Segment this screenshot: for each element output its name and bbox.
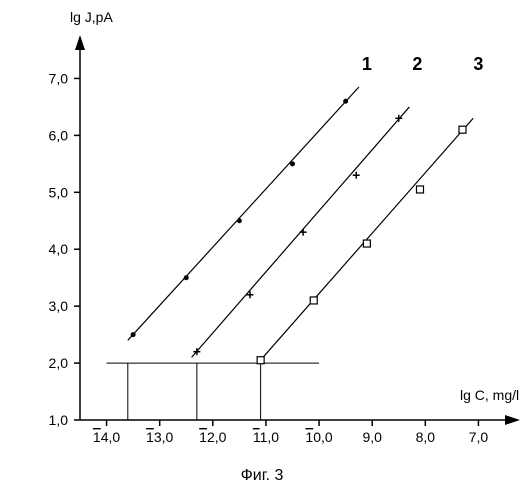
x-tick-label: 13,0 (146, 429, 173, 445)
marker-dot (184, 275, 189, 280)
x-tick-label: 14,0 (93, 429, 120, 445)
x-tick-label: 9,0 (362, 429, 382, 445)
chart-svg: 1,0 2,0 3,0 4,0 5,0 6,0 7,0 lg J,pA 14,0 13,0 12,0… (0, 0, 525, 500)
y-tick-label: 7,0 (49, 70, 69, 86)
marker-dot (343, 99, 348, 104)
marker-square (257, 357, 264, 364)
x-axis-title: lg C, mg/l (460, 387, 519, 403)
marker-dot (131, 332, 136, 337)
series-label-2: 2 (412, 54, 422, 74)
marker-square (417, 186, 424, 193)
y-tick-label: 4,0 (49, 241, 69, 257)
y-axis-title: lg J,pA (70, 9, 113, 25)
figure-caption: Фиг. 3 (241, 467, 284, 484)
marker-dot (290, 161, 295, 166)
x-tick-label: 10,0 (305, 429, 332, 445)
marker-dot (237, 218, 242, 223)
y-tick-label: 2,0 (49, 355, 69, 371)
series-label-1: 1 (362, 54, 372, 74)
y-tick-label: 3,0 (49, 298, 69, 314)
y-tick-label: 1,0 (49, 412, 69, 428)
marker-square (459, 126, 466, 133)
x-tick-label: 11,0 (253, 429, 279, 445)
x-tick-label: 7,0 (469, 429, 489, 445)
y-tick-label: 5,0 (49, 184, 69, 200)
marker-square (363, 240, 370, 247)
x-tick-label: 12,0 (199, 429, 226, 445)
series-label-3: 3 (473, 54, 483, 74)
y-tick-label: 6,0 (49, 127, 69, 143)
x-tick-label: 8,0 (416, 429, 436, 445)
marker-square (310, 297, 317, 304)
chart-container: 1,0 2,0 3,0 4,0 5,0 6,0 7,0 lg J,pA 14,0 13,0 12,0… (0, 0, 525, 500)
